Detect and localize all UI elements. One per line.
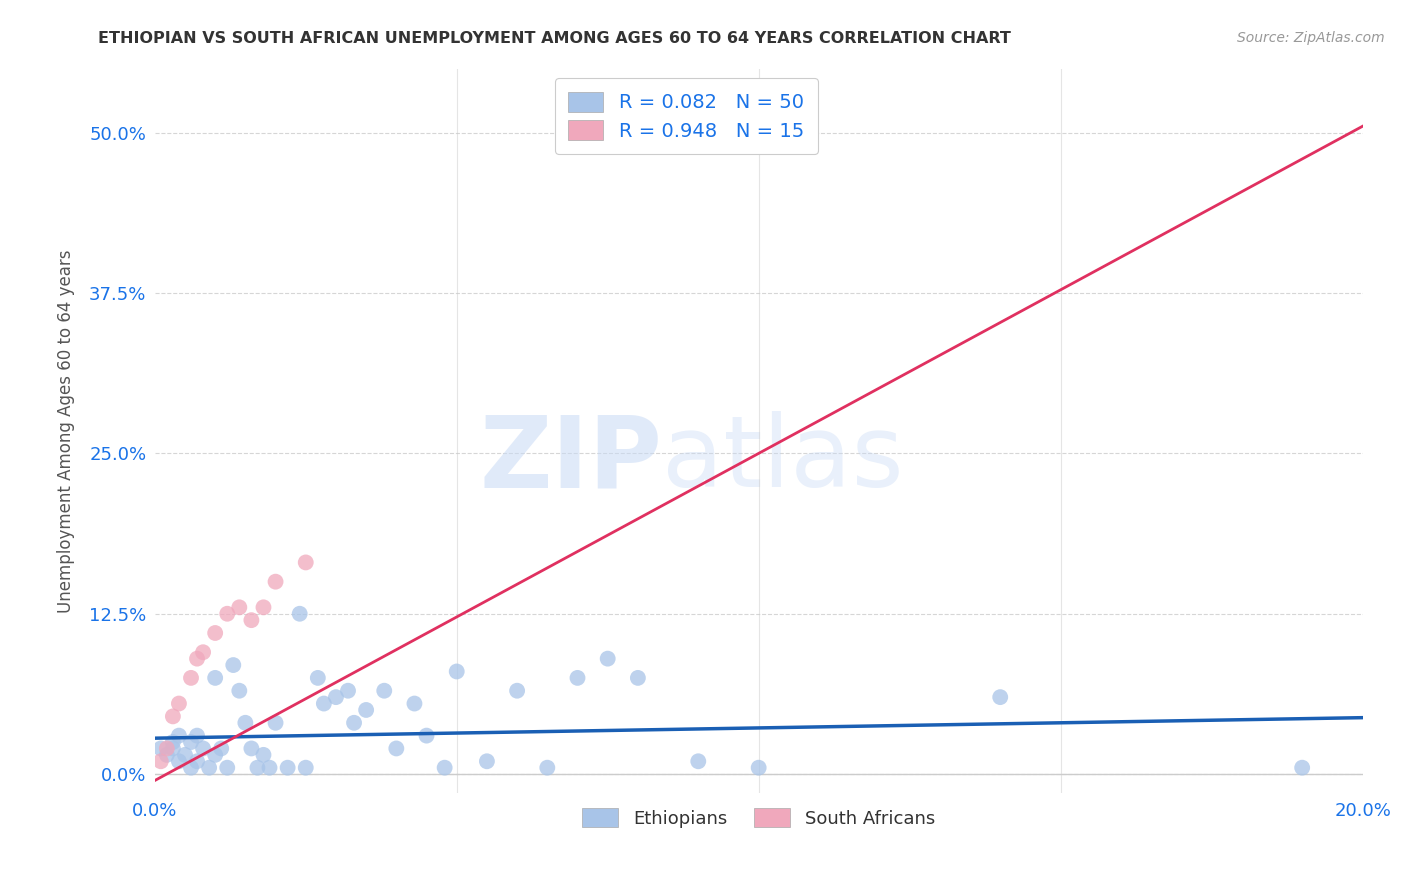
Point	[235, 715, 257, 730]
Point	[149, 741, 172, 756]
Text: Source: ZipAtlas.com: Source: ZipAtlas.com	[1237, 31, 1385, 45]
Point	[191, 741, 214, 756]
Point	[307, 671, 329, 685]
Point	[228, 600, 250, 615]
Point	[294, 556, 316, 570]
Point	[312, 697, 335, 711]
Point	[325, 690, 347, 705]
Point	[180, 671, 202, 685]
Point	[191, 645, 214, 659]
Point	[252, 747, 274, 762]
Point	[567, 671, 589, 685]
Point	[167, 697, 190, 711]
Point	[228, 683, 250, 698]
Point	[180, 735, 202, 749]
Text: ETHIOPIAN VS SOUTH AFRICAN UNEMPLOYMENT AMONG AGES 60 TO 64 YEARS CORRELATION CH: ETHIOPIAN VS SOUTH AFRICAN UNEMPLOYMENT …	[98, 31, 1011, 46]
Point	[433, 761, 456, 775]
Point	[198, 761, 221, 775]
Point	[596, 651, 619, 665]
Point	[343, 715, 366, 730]
Point	[404, 697, 426, 711]
Point	[204, 671, 226, 685]
Point	[259, 761, 281, 775]
Point	[627, 671, 650, 685]
Point	[264, 574, 287, 589]
Point	[748, 761, 770, 775]
Point	[506, 683, 529, 698]
Point	[288, 607, 311, 621]
Point	[567, 100, 589, 114]
Y-axis label: Unemployment Among Ages 60 to 64 years: Unemployment Among Ages 60 to 64 years	[58, 249, 75, 613]
Point	[180, 761, 202, 775]
Point	[174, 747, 197, 762]
Point	[337, 683, 360, 698]
Point	[217, 761, 239, 775]
Point	[688, 754, 710, 768]
Point	[277, 761, 299, 775]
Point	[373, 683, 395, 698]
Point	[209, 741, 232, 756]
Point	[446, 665, 468, 679]
Point	[354, 703, 377, 717]
Point	[167, 754, 190, 768]
Point	[246, 761, 269, 775]
Point	[156, 747, 179, 762]
Point	[149, 754, 172, 768]
Point	[162, 735, 184, 749]
Point	[240, 613, 263, 627]
Point	[156, 741, 179, 756]
Legend: Ethiopians, South Africans: Ethiopians, South Africans	[575, 801, 942, 835]
Point	[415, 729, 437, 743]
Point	[222, 658, 245, 673]
Text: ZIP: ZIP	[479, 411, 662, 508]
Point	[1291, 761, 1313, 775]
Point	[385, 741, 408, 756]
Text: atlas: atlas	[662, 411, 904, 508]
Point	[217, 607, 239, 621]
Point	[162, 709, 184, 723]
Point	[204, 747, 226, 762]
Point	[186, 754, 208, 768]
Point	[167, 729, 190, 743]
Point	[264, 715, 287, 730]
Point	[988, 690, 1011, 705]
Point	[240, 741, 263, 756]
Point	[536, 761, 558, 775]
Point	[475, 754, 498, 768]
Point	[162, 741, 184, 756]
Point	[252, 600, 274, 615]
Point	[186, 651, 208, 665]
Point	[186, 729, 208, 743]
Point	[294, 761, 316, 775]
Point	[204, 626, 226, 640]
